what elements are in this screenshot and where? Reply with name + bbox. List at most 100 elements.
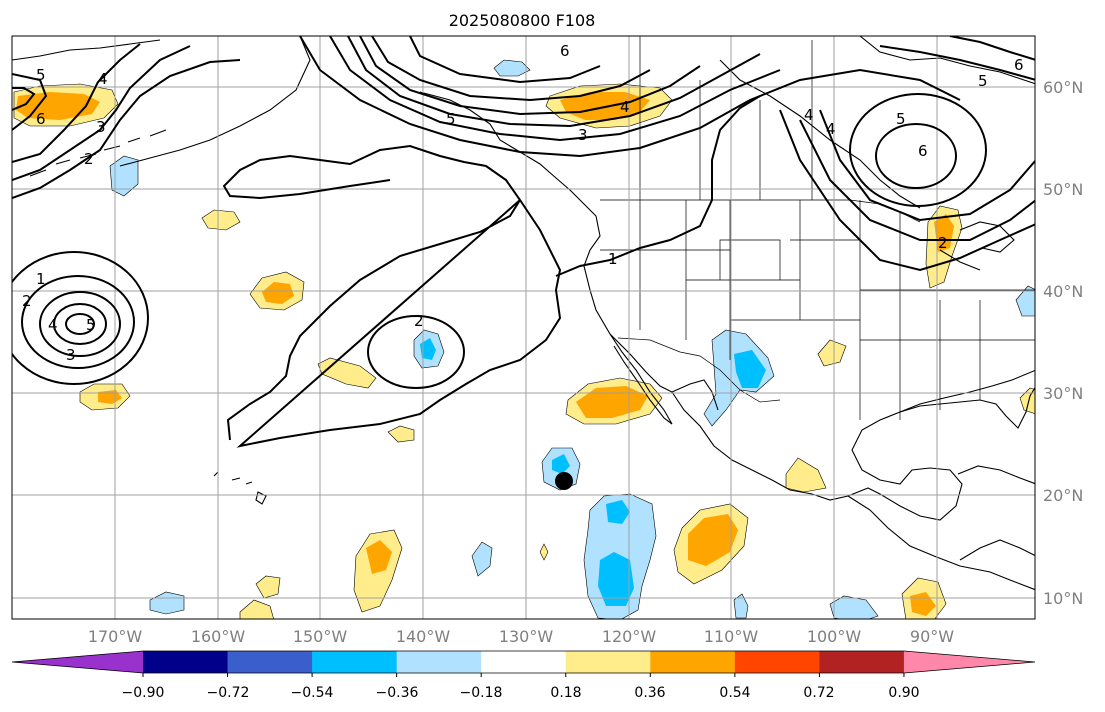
colorbar-segment — [650, 651, 736, 673]
colorbar-segment — [565, 651, 651, 673]
lat-label: 60°N — [1043, 78, 1083, 97]
storm-position-marker — [555, 472, 573, 490]
graticule — [12, 36, 1035, 619]
contour-label: 2 — [414, 312, 424, 330]
contour-6 — [409, 36, 601, 84]
contour-4 — [347, 36, 761, 128]
lon-label: 140°W — [396, 627, 451, 646]
contour-label: 5 — [446, 110, 456, 128]
contour-label: 5 — [978, 72, 988, 90]
contour-lines — [12, 36, 1035, 448]
contour-label: 2 — [84, 150, 94, 168]
contour-label: 4 — [804, 106, 814, 124]
north-america-coast — [119, 36, 1035, 521]
colorbar — [11, 650, 1036, 677]
lon-label: 90°W — [910, 627, 954, 646]
colorbar-tick-label: 0.36 — [634, 685, 665, 701]
lon-label: 130°W — [499, 627, 554, 646]
lon-label: 100°W — [807, 627, 862, 646]
warm-anomaly-strong — [934, 214, 954, 252]
coastlines — [12, 36, 1035, 591]
contour-labels: 1 2 1 2 3 4 5 2 3 4 5 6 5 3 4 6 4 4 5 6 … — [22, 42, 1024, 364]
contour-label: 6 — [560, 42, 570, 60]
contour-label: 4 — [826, 120, 836, 138]
great-lakes — [939, 221, 1015, 271]
colorbar-segment — [734, 651, 820, 673]
contour-3 — [39, 291, 121, 357]
warm-anomaly-strong — [366, 540, 392, 574]
baja-coast — [609, 333, 673, 425]
canada-coast — [719, 59, 921, 209]
contour-5 — [12, 73, 48, 131]
us-mexico-border — [617, 337, 781, 403]
lon-label: 170°W — [88, 627, 143, 646]
colorbar-tick-label: −0.90 — [122, 685, 165, 701]
contour-5 — [879, 45, 1035, 81]
colorbar-segment — [143, 651, 229, 673]
cool-anomaly-light — [109, 155, 139, 197]
contour-label: 1 — [36, 270, 46, 288]
contour-1 — [555, 95, 761, 277]
contour-3 — [12, 45, 191, 181]
cool-anomaly-strong — [552, 454, 570, 474]
contour-1 — [12, 251, 149, 385]
lon-label: 150°W — [293, 627, 348, 646]
political-borders — [600, 36, 1035, 420]
canada-provinces — [639, 36, 813, 200]
cool-anomaly-light — [1015, 285, 1035, 317]
longitude-labels: 170°W 160°W 150°W 140°W 130°W 120°W 110°… — [88, 627, 954, 646]
contour-label: 3 — [578, 126, 588, 144]
colorbar-tick-label: 0.18 — [550, 685, 581, 701]
contour-label: 4 — [620, 98, 630, 116]
map-frame — [11, 35, 1036, 620]
contour-2 — [299, 36, 961, 158]
contour-label: 2 — [22, 292, 32, 310]
warm-anomaly-light — [817, 339, 847, 367]
mexico-coast — [671, 379, 719, 411]
colorbar-segment — [396, 651, 482, 673]
caribbean-coast — [959, 539, 1035, 561]
contour-6 — [875, 123, 957, 189]
cool-anomaly-light — [471, 541, 493, 577]
lat-label: 50°N — [1043, 180, 1083, 199]
cuba-coast — [957, 465, 1035, 485]
cool-anomaly-light — [493, 59, 531, 77]
contour-label: 4 — [98, 70, 108, 88]
contour-label: 4 — [48, 316, 58, 334]
us-state-lines — [600, 200, 1035, 420]
contour-3 — [329, 36, 781, 142]
colorbar-tick-labels: −0.90 −0.72 −0.54 −0.36 −0.18 0.18 0.36 … — [122, 685, 920, 701]
contour-2 — [12, 59, 241, 199]
lat-label: 40°N — [1043, 282, 1083, 301]
lat-label: 10°N — [1043, 589, 1083, 608]
cool-anomaly-strong — [606, 500, 630, 524]
lon-label: 120°W — [602, 627, 657, 646]
cool-anomaly-strong — [598, 552, 634, 606]
contour-5 — [849, 93, 987, 207]
contour-2 — [367, 315, 465, 389]
colorbar-tick-label: −0.36 — [376, 685, 419, 701]
contour-4 — [12, 43, 141, 163]
map-area: 1 2 1 2 3 4 5 2 3 4 5 6 5 3 4 6 4 4 5 6 … — [12, 36, 1035, 619]
colorbar-tick-label: 0.72 — [803, 685, 834, 701]
warm-anomaly-strong — [262, 282, 294, 304]
contour-2 — [21, 275, 135, 369]
contour-6 — [371, 36, 651, 102]
gulf-coast — [899, 386, 1035, 429]
asia-coast — [12, 39, 161, 61]
colorbar-tick-label: 0.54 — [719, 685, 750, 701]
contour-label: 1 — [608, 250, 618, 268]
cool-anomaly-strong — [734, 350, 766, 388]
central-america-coast — [847, 495, 1035, 591]
contour-label: 6 — [918, 142, 928, 160]
contour-5 — [359, 36, 701, 116]
aleutian-islands — [29, 129, 167, 177]
contour-3 — [799, 119, 1035, 241]
contour-6 — [949, 36, 1035, 61]
contour-label: 2 — [938, 234, 948, 252]
cool-anomaly-light — [733, 593, 749, 619]
contour-label: 6 — [36, 110, 46, 128]
hawaii-islands — [213, 471, 267, 505]
lat-label: 20°N — [1043, 486, 1083, 505]
